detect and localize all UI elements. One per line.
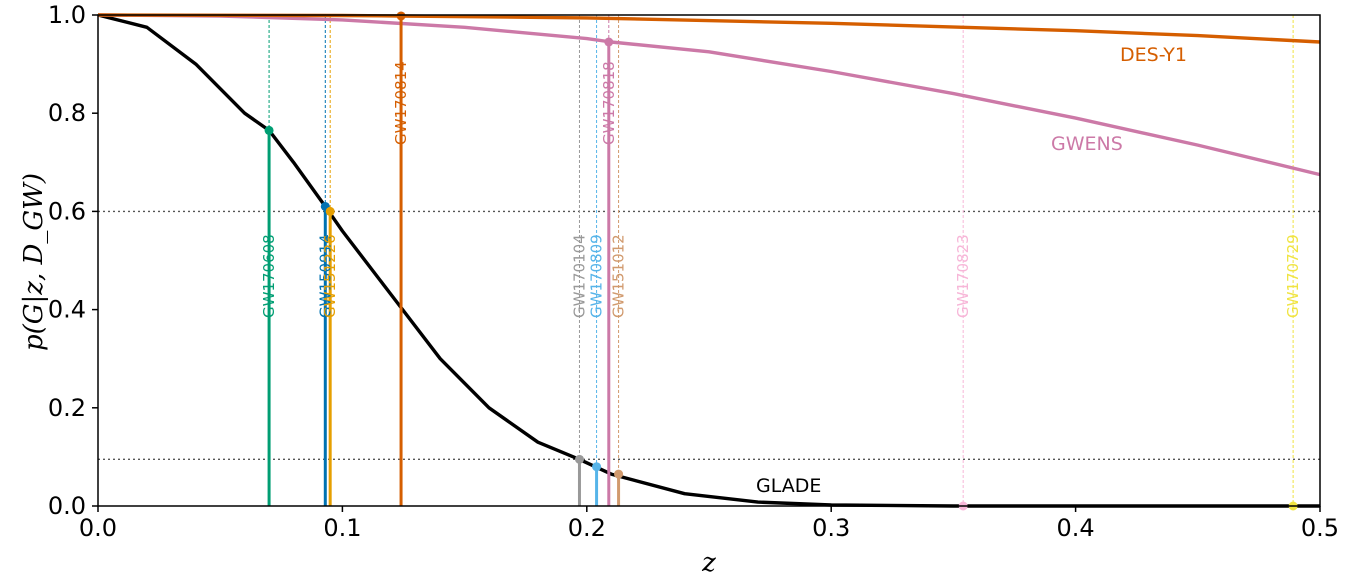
- y-tick-label-1: 0.2: [48, 394, 86, 422]
- x-tick-label-2: 0.2: [568, 514, 606, 542]
- event-label-gw170608: GW170608: [260, 234, 278, 318]
- event-label-gw151012: GW151012: [610, 234, 628, 318]
- y-tick-label-5: 1.0: [48, 1, 86, 29]
- event-label-gw170809: GW170809: [588, 234, 606, 318]
- plot-frame: [97, 14, 1321, 507]
- event-stems: [264, 11, 1298, 511]
- curve-label-gwens: GWENS: [1051, 133, 1123, 155]
- x-tick-label-1: 0.1: [323, 514, 361, 542]
- event-point-gw170608: [264, 125, 274, 135]
- event-point-gw170104: [574, 454, 584, 464]
- event-point-gw151226: [325, 206, 335, 216]
- y-tick-label-0: 0.0: [48, 492, 86, 520]
- y-tick-label-4: 0.8: [48, 99, 86, 127]
- event-label-gw150914: GW150914: [316, 234, 334, 318]
- plot-area: [98, 15, 1320, 506]
- plot-background: [98, 15, 1320, 506]
- event-label-gw170823: GW170823: [954, 234, 972, 318]
- x-tick-label-5: 0.5: [1301, 514, 1339, 542]
- y-axis-label: p(G|z, D_GW): [19, 173, 49, 351]
- axes: 0.0 0.1 0.2 0.3 0.4 0.5 0.0 0.2 0.4 0.6 0.8 1.0: [48, 1, 1339, 542]
- event-label-gw170104: GW170104: [571, 234, 589, 318]
- curve-label-glade: GLADE: [756, 475, 821, 497]
- event-point-gw151012: [614, 469, 624, 479]
- reference-lines: [98, 210, 1320, 461]
- event-label-gw151226: GW151226: [321, 234, 339, 318]
- series-line-gwens: [97, 13, 1321, 177]
- event-point-gw170809: [592, 462, 602, 472]
- event-label-gw170729: GW170729: [1284, 234, 1302, 318]
- x-tick-label-4: 0.4: [1057, 514, 1095, 542]
- y-tick-label-2: 0.4: [48, 296, 86, 324]
- event-label-gw170818: GW170818: [600, 61, 618, 145]
- x-tick-label-0: 0.0: [79, 514, 117, 542]
- curve-label-des-y1: DES-Y1: [1120, 44, 1187, 66]
- y-tick-label-3: 0.6: [48, 197, 86, 225]
- curve-labels: DES-Y1 GWENS GLADE: [756, 44, 1187, 497]
- event-point-gw170814: [396, 11, 406, 21]
- x-axis-label: z: [701, 548, 716, 578]
- event-label-gw170814: GW170814: [392, 61, 410, 145]
- x-tick-label-3: 0.3: [812, 514, 850, 542]
- event-point-gw170818: [604, 37, 614, 47]
